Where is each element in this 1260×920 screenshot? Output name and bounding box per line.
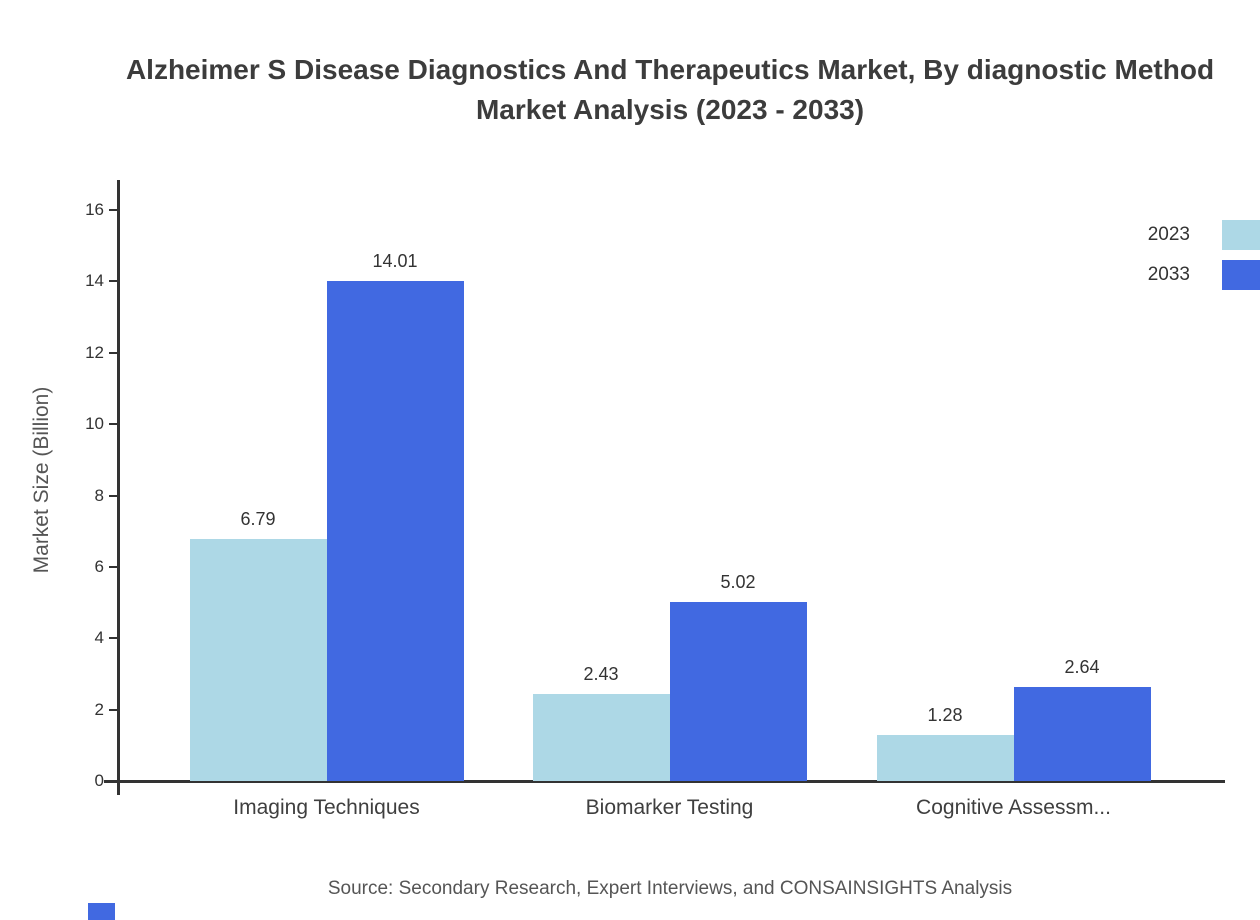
x-category-label: Biomarker Testing (585, 796, 754, 819)
y-tick-mark (109, 209, 118, 211)
x-axis-line (104, 780, 1225, 783)
chart-title-line2: Market Analysis (2023 - 2033) (475, 94, 865, 125)
bar-2023 (532, 694, 670, 781)
chart-title-line1: Alzheimer S Disease Diagnostics And Ther… (125, 54, 1215, 85)
x-category-label: Imaging Techniques (233, 796, 420, 819)
legend-item: 2023 (1148, 220, 1260, 250)
bar-value-label: 6.79 (240, 508, 276, 529)
y-tick-mark (109, 351, 118, 354)
y-tick-label: 4 (94, 628, 104, 648)
bar-2023 (189, 538, 327, 781)
bar-value-label: 5.02 (720, 571, 756, 592)
bar-2033 (669, 601, 807, 781)
legend-label: 2023 (1147, 224, 1190, 245)
y-tick-label: 16 (85, 200, 104, 219)
bar-value-label: 1.28 (927, 705, 963, 726)
bar-2033 (1013, 686, 1151, 781)
y-tick-mark (109, 565, 118, 568)
y-tick-label: 6 (94, 556, 104, 576)
source-note: Source: Secondary Research, Expert Inter… (327, 878, 1013, 899)
bar-value-label: 2.64 (1064, 656, 1100, 677)
y-tick-label: 14 (85, 271, 104, 291)
y-tick-mark (109, 494, 118, 497)
bar-2033 (326, 281, 464, 781)
brand-mark (88, 903, 115, 920)
y-tick-label: 10 (85, 414, 104, 434)
x-category-label: Cognitive Assessm... (916, 796, 1111, 819)
y-tick-mark (109, 780, 118, 782)
y-tick-mark (109, 423, 118, 426)
legend: 2023 2033 (1148, 220, 1260, 290)
bar-value-label: 2.43 (583, 664, 619, 685)
y-tick-mark (109, 637, 118, 640)
y-tick-mark (109, 708, 118, 711)
chart-title: Alzheimer S Disease Diagnostics And Ther… (0, 50, 1260, 130)
y-tick-label: 8 (94, 485, 104, 505)
y-tick-label: 12 (85, 342, 104, 362)
bar-value-label: 14.01 (372, 251, 418, 272)
legend-item: 2033 (1148, 260, 1260, 290)
legend-swatch (1222, 220, 1260, 250)
y-tick-mark (109, 280, 118, 283)
legend-label: 2033 (1147, 264, 1190, 285)
bar-2023 (876, 735, 1014, 781)
y-axis-line (117, 180, 120, 795)
y-tick-label: 2 (94, 699, 104, 719)
y-tick-label: 0 (94, 771, 104, 790)
legend-swatch (1222, 260, 1260, 290)
